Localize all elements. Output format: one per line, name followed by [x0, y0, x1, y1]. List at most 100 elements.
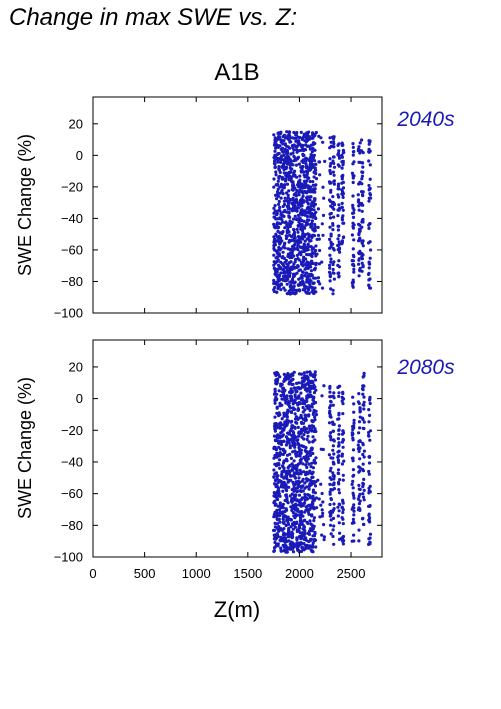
data-point — [281, 274, 285, 278]
data-point — [332, 502, 336, 506]
data-point — [332, 165, 337, 169]
data-point — [337, 521, 341, 525]
data-point — [356, 193, 360, 197]
data-point — [312, 170, 317, 174]
data-point — [294, 420, 298, 424]
data-point — [331, 292, 335, 296]
data-point — [303, 175, 307, 179]
y-tick-label: −80 — [61, 518, 83, 533]
data-point — [352, 270, 356, 274]
data-point — [292, 459, 296, 463]
data-point — [306, 202, 310, 206]
data-point — [282, 167, 286, 172]
data-point — [282, 521, 286, 525]
data-point — [287, 401, 291, 405]
data-point — [351, 162, 355, 166]
data-point — [358, 151, 362, 155]
data-point — [328, 409, 332, 413]
data-point — [303, 481, 307, 485]
data-point — [360, 517, 365, 521]
data-point — [314, 162, 318, 166]
data-point — [342, 235, 346, 239]
x-tick-label: 1500 — [233, 566, 262, 581]
data-point — [283, 183, 287, 187]
data-point — [284, 258, 288, 263]
data-point — [290, 238, 294, 242]
data-point — [273, 159, 277, 163]
data-point — [305, 374, 309, 378]
data-point — [298, 245, 302, 249]
data-point — [331, 242, 335, 246]
data-point — [313, 222, 317, 227]
data-point — [273, 204, 277, 208]
data-point — [351, 491, 355, 495]
data-point — [296, 417, 300, 421]
data-point — [304, 162, 308, 166]
data-point — [286, 265, 290, 269]
data-point — [340, 166, 344, 170]
data-point — [368, 438, 372, 442]
y-tick-label: −60 — [61, 486, 83, 501]
data-point — [291, 402, 295, 406]
data-point — [275, 217, 279, 221]
data-point — [300, 273, 304, 277]
data-point — [285, 418, 289, 422]
data-point — [282, 514, 286, 518]
data-point — [273, 525, 277, 529]
data-point — [358, 409, 362, 413]
data-point — [288, 163, 292, 167]
data-point — [340, 432, 345, 436]
data-point — [328, 523, 333, 527]
data-point — [367, 159, 371, 163]
data-point — [314, 480, 318, 484]
data-point — [358, 492, 362, 496]
data-point — [278, 404, 282, 408]
data-point — [297, 499, 301, 503]
data-point — [274, 478, 278, 482]
data-point — [367, 262, 371, 266]
data-point — [295, 389, 299, 394]
data-point — [337, 394, 341, 398]
data-point — [274, 537, 278, 541]
data-point — [299, 260, 303, 264]
data-point — [282, 538, 286, 542]
data-point — [273, 165, 277, 169]
data-point — [284, 487, 288, 491]
data-point — [298, 216, 302, 220]
data-point — [336, 187, 340, 191]
data-point — [350, 233, 354, 237]
data-point — [300, 531, 304, 535]
data-point — [286, 376, 290, 380]
data-point — [290, 288, 295, 293]
data-point — [323, 159, 327, 163]
data-point — [320, 260, 324, 264]
data-point — [277, 508, 282, 512]
data-point — [302, 433, 306, 437]
data-point — [303, 492, 307, 496]
data-point — [368, 256, 372, 260]
data-point — [283, 459, 287, 463]
data-point — [282, 133, 287, 138]
data-point — [295, 490, 299, 494]
data-point — [294, 240, 298, 244]
data-point — [341, 221, 345, 225]
scenario-label: A1B — [214, 59, 259, 86]
data-point — [368, 186, 372, 191]
data-point — [292, 281, 296, 285]
data-point — [277, 489, 281, 493]
data-point — [327, 421, 332, 425]
data-point — [309, 153, 313, 157]
data-point — [290, 397, 294, 401]
data-point — [340, 143, 344, 147]
data-point — [337, 224, 341, 228]
data-point — [294, 464, 298, 468]
data-point — [275, 144, 279, 148]
data-point — [298, 432, 302, 436]
data-point — [298, 135, 302, 140]
data-point — [310, 261, 314, 266]
data-point — [295, 227, 299, 231]
data-point — [328, 181, 332, 185]
data-point — [307, 487, 311, 491]
data-point — [328, 395, 332, 399]
data-point — [314, 409, 318, 413]
